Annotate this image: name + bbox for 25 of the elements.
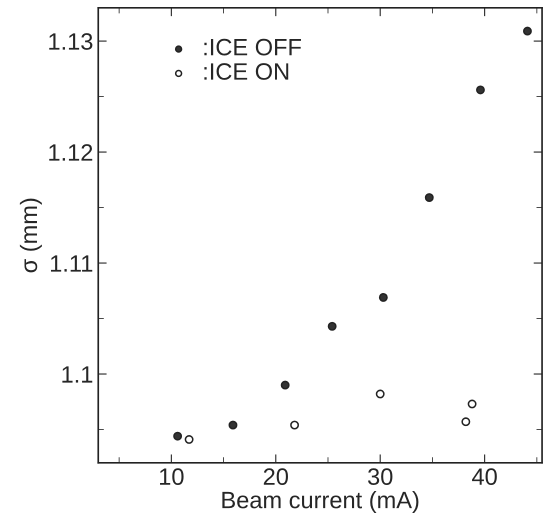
point (376, 390, 385, 398)
point (461, 417, 470, 426)
point (290, 420, 300, 430)
y-tick-label: 1.13 (49, 33, 92, 50)
x-tick-label: 20 (264, 468, 288, 486)
y-tick-label: 1.1 (62, 366, 92, 383)
point (173, 432, 182, 441)
point (378, 293, 388, 302)
point (523, 26, 532, 36)
point (424, 193, 434, 202)
y-tick-label: 1.12 (49, 144, 92, 161)
x-tick-label: 30 (368, 468, 392, 486)
x-axis-title: Beam current (mA) (222, 491, 418, 514)
legend-label: :ICE ON (204, 63, 288, 80)
point (280, 380, 290, 390)
x-tick-label: 40 (472, 468, 497, 486)
y-tick-label: 1.11 (50, 255, 92, 272)
legend-label: :ICE OFF (204, 38, 301, 56)
point (468, 400, 477, 408)
point (328, 322, 337, 331)
point (228, 420, 238, 430)
x-tick-label: 10 (160, 468, 184, 486)
point (476, 85, 485, 94)
y-axis-title: σ (mm) (20, 198, 42, 272)
point (184, 435, 194, 444)
